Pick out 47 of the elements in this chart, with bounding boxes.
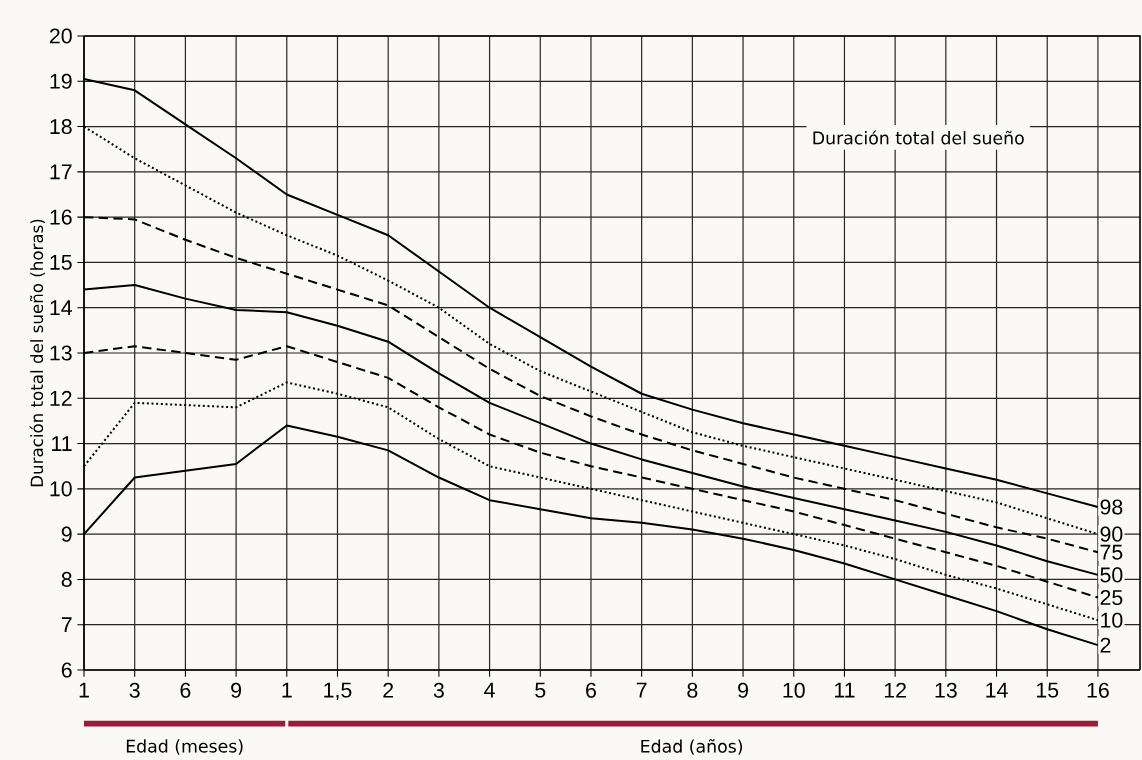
x-tick-label: 13 bbox=[935, 682, 957, 698]
y-tick-label: 10 bbox=[50, 481, 72, 497]
y-tick-label: 13 bbox=[50, 345, 72, 361]
series-label: 10 bbox=[1101, 612, 1123, 628]
x-tick-label: 9 bbox=[738, 682, 748, 698]
series-label: 90 bbox=[1100, 526, 1123, 542]
y-tick-label: 8 bbox=[61, 571, 72, 587]
x-tick-label: 14 bbox=[986, 682, 1008, 698]
y-tick-label: 7 bbox=[61, 617, 72, 633]
x-tick-label: 1 bbox=[282, 682, 292, 698]
y-tick-label: 15 bbox=[50, 254, 72, 270]
y-tick-label: 6 bbox=[61, 662, 72, 678]
x-tick-label: 5 bbox=[535, 682, 546, 698]
x-tick-label: 1,5 bbox=[324, 682, 352, 701]
series-label: 75 bbox=[1100, 544, 1123, 560]
y-tick-label: 14 bbox=[50, 300, 72, 316]
y-tick-label: 20 bbox=[49, 28, 72, 44]
x-tick-label: 12 bbox=[884, 682, 906, 698]
x-tick-label: 11 bbox=[835, 682, 855, 698]
y-tick-label: 11 bbox=[52, 436, 72, 451]
series-label: 25 bbox=[1100, 589, 1123, 606]
text: Edad (meses) bbox=[126, 739, 243, 755]
y-tick-label: 9 bbox=[61, 526, 72, 542]
x-tick-label: 2 bbox=[383, 682, 394, 698]
x-tick-label: 6 bbox=[586, 682, 596, 698]
x-tick-label: 6 bbox=[180, 682, 191, 698]
series-label: 2 bbox=[1100, 637, 1111, 653]
x-tick-label: 16 bbox=[1087, 682, 1109, 698]
x-tick-label: 9 bbox=[231, 682, 242, 698]
y-tick-label: 16 bbox=[50, 209, 72, 225]
y-tick-label: 12 bbox=[50, 390, 72, 406]
y-axis-title: Duración total del sueño (horas) bbox=[29, 219, 46, 487]
x-tick-label: 3 bbox=[129, 682, 140, 698]
y-tick-label: 18 bbox=[50, 119, 72, 135]
series-label: 50 bbox=[1100, 567, 1123, 583]
x-tick-label: 10 bbox=[783, 682, 805, 698]
x-tick-label: 8 bbox=[687, 682, 698, 698]
x-tick-label: 1 bbox=[79, 682, 89, 698]
text: Duración total del sueño bbox=[813, 130, 1024, 145]
y-tick-label: 19 bbox=[50, 73, 72, 89]
x-tick-label: 7 bbox=[636, 682, 647, 698]
series-label: 98 bbox=[1100, 499, 1123, 515]
x-tick-label: 4 bbox=[484, 682, 495, 698]
y-tick-label: 17 bbox=[50, 164, 72, 180]
x-tick-label: 15 bbox=[1037, 682, 1059, 698]
x-axis-title: Edad (años) bbox=[641, 739, 743, 755]
x-tick-label: 3 bbox=[433, 682, 444, 698]
